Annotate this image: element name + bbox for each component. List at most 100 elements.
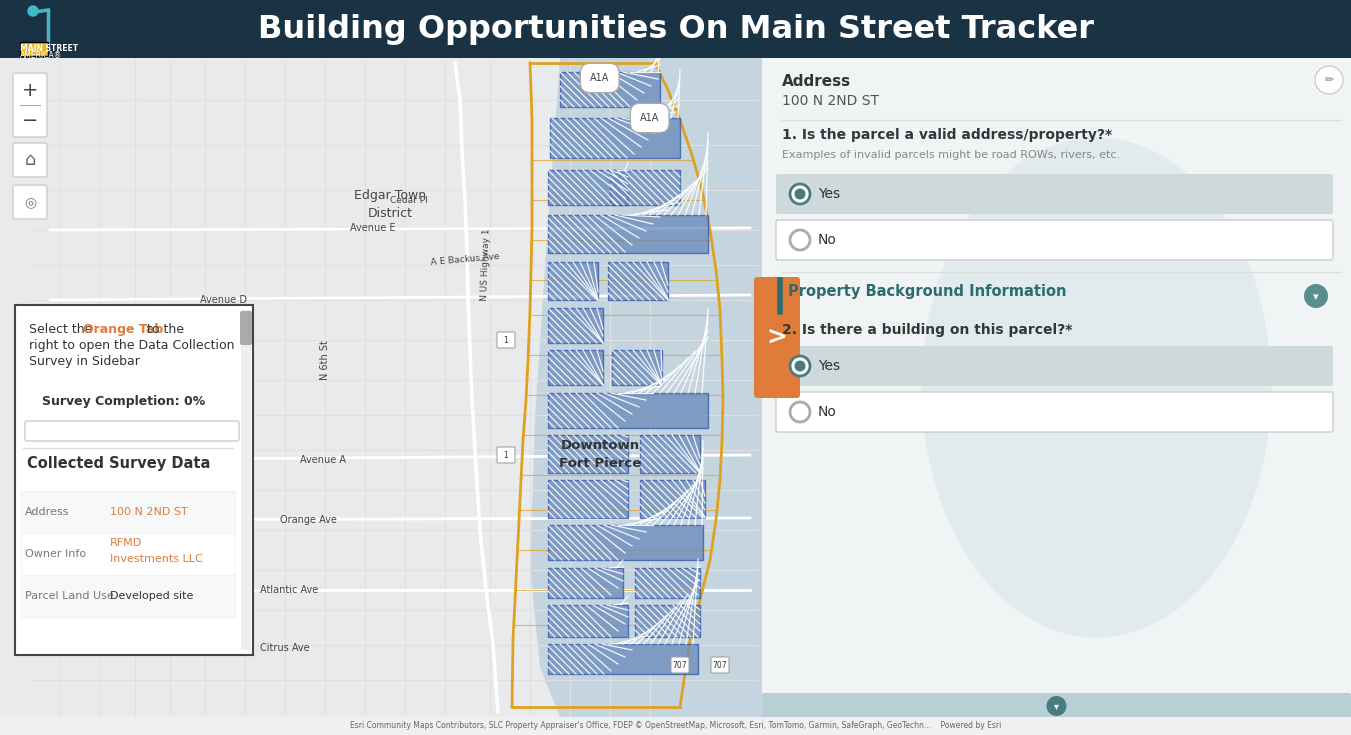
FancyBboxPatch shape	[754, 277, 800, 398]
Text: Survey Completion: 0%: Survey Completion: 0%	[42, 395, 205, 408]
FancyBboxPatch shape	[549, 605, 628, 637]
Text: N 6th St: N 6th St	[320, 340, 330, 380]
Text: Examples of invalid parcels might be road ROWs, rivers, etc.: Examples of invalid parcels might be roa…	[782, 150, 1120, 160]
FancyBboxPatch shape	[497, 332, 515, 348]
FancyBboxPatch shape	[497, 447, 515, 463]
Text: Citrus Ave: Citrus Ave	[259, 643, 309, 653]
Text: MAIN STREET: MAIN STREET	[20, 44, 78, 53]
Text: Survey in Sidebar: Survey in Sidebar	[28, 355, 141, 368]
Text: N 6th St: N 6th St	[240, 340, 250, 380]
Circle shape	[790, 184, 811, 204]
Text: −: −	[22, 110, 38, 129]
Text: Investments LLC: Investments LLC	[109, 554, 203, 564]
Circle shape	[1047, 696, 1066, 716]
FancyBboxPatch shape	[611, 170, 680, 205]
FancyBboxPatch shape	[14, 73, 47, 137]
FancyBboxPatch shape	[240, 310, 251, 650]
FancyBboxPatch shape	[26, 421, 239, 441]
Text: ⌂: ⌂	[24, 151, 35, 169]
Text: Yes: Yes	[817, 187, 840, 201]
FancyBboxPatch shape	[775, 392, 1333, 432]
FancyBboxPatch shape	[0, 0, 1351, 58]
FancyBboxPatch shape	[640, 435, 700, 473]
Text: Fort Pierce: Fort Pierce	[559, 456, 642, 470]
FancyBboxPatch shape	[549, 350, 603, 385]
Text: Cedar Pl: Cedar Pl	[390, 196, 428, 204]
FancyBboxPatch shape	[640, 480, 705, 518]
FancyBboxPatch shape	[549, 170, 628, 205]
FancyBboxPatch shape	[549, 308, 603, 343]
Text: Downtown: Downtown	[561, 439, 639, 451]
Text: Address: Address	[782, 74, 851, 89]
Text: 1: 1	[504, 335, 508, 345]
FancyBboxPatch shape	[549, 435, 628, 473]
FancyBboxPatch shape	[711, 657, 730, 673]
Text: Atlantic Ave: Atlantic Ave	[259, 585, 319, 595]
Text: Developed site: Developed site	[109, 591, 193, 601]
Text: >: >	[766, 326, 788, 350]
Circle shape	[790, 230, 811, 250]
FancyBboxPatch shape	[20, 42, 49, 56]
FancyBboxPatch shape	[775, 346, 1333, 386]
FancyBboxPatch shape	[22, 491, 235, 533]
Text: Esri Community Maps Contributors, SLC Property Appraiser's Office, FDEP © OpenSt: Esri Community Maps Contributors, SLC Pr…	[350, 722, 1001, 731]
Ellipse shape	[921, 137, 1271, 637]
FancyBboxPatch shape	[561, 72, 661, 107]
Circle shape	[1315, 66, 1343, 94]
Text: A E Backus Ave: A E Backus Ave	[430, 253, 500, 268]
Text: No: No	[817, 405, 836, 419]
FancyBboxPatch shape	[549, 480, 628, 518]
Circle shape	[28, 6, 38, 16]
FancyBboxPatch shape	[762, 693, 1351, 719]
Text: 707: 707	[673, 661, 688, 670]
FancyBboxPatch shape	[549, 393, 708, 428]
Polygon shape	[530, 58, 762, 717]
FancyBboxPatch shape	[549, 644, 698, 674]
FancyBboxPatch shape	[240, 311, 253, 345]
Text: right to open the Data Collection: right to open the Data Collection	[28, 339, 235, 352]
Text: A1A: A1A	[590, 73, 609, 83]
Text: Orange Ave: Orange Ave	[280, 515, 336, 525]
Text: AMERICA®: AMERICA®	[20, 51, 62, 60]
Circle shape	[790, 402, 811, 422]
Text: 100 N 2ND ST: 100 N 2ND ST	[109, 507, 188, 517]
Text: Avenue A: Avenue A	[300, 455, 346, 465]
FancyBboxPatch shape	[14, 185, 47, 219]
Text: ▾: ▾	[1054, 701, 1059, 711]
Text: N 8th St: N 8th St	[200, 340, 209, 380]
FancyBboxPatch shape	[549, 262, 598, 300]
FancyBboxPatch shape	[22, 575, 235, 617]
FancyBboxPatch shape	[612, 350, 662, 385]
Text: Owner Info: Owner Info	[26, 549, 86, 559]
Text: RFMD: RFMD	[109, 538, 142, 548]
Text: 100 N 2ND ST: 100 N 2ND ST	[782, 94, 880, 108]
Text: Select the: Select the	[28, 323, 96, 336]
Circle shape	[1304, 284, 1328, 308]
FancyBboxPatch shape	[635, 605, 700, 637]
FancyBboxPatch shape	[762, 58, 1351, 717]
FancyBboxPatch shape	[550, 118, 680, 158]
Text: Avenue D: Avenue D	[200, 295, 247, 305]
FancyBboxPatch shape	[15, 305, 253, 655]
Text: Orange Tab: Orange Tab	[82, 323, 163, 336]
FancyBboxPatch shape	[14, 143, 47, 177]
Text: 1: 1	[504, 451, 508, 459]
FancyBboxPatch shape	[549, 525, 703, 560]
Text: A1A: A1A	[640, 113, 659, 123]
FancyBboxPatch shape	[0, 717, 1351, 735]
FancyBboxPatch shape	[671, 657, 689, 673]
Text: 707: 707	[713, 661, 727, 670]
Text: Building Opportunities On Main Street Tracker: Building Opportunities On Main Street Tr…	[258, 13, 1093, 45]
Text: Avenue D: Avenue D	[45, 323, 105, 337]
Text: No: No	[817, 233, 836, 247]
FancyBboxPatch shape	[775, 220, 1333, 260]
Text: ◎: ◎	[24, 195, 36, 209]
FancyBboxPatch shape	[0, 58, 762, 717]
FancyBboxPatch shape	[608, 262, 667, 300]
FancyBboxPatch shape	[549, 568, 623, 598]
Text: Collected Survey Data: Collected Survey Data	[27, 456, 211, 471]
Text: N 10th St: N 10th St	[165, 337, 176, 383]
FancyBboxPatch shape	[549, 215, 708, 253]
Text: Property Background Information: Property Background Information	[788, 284, 1066, 299]
Text: +: +	[22, 81, 38, 99]
